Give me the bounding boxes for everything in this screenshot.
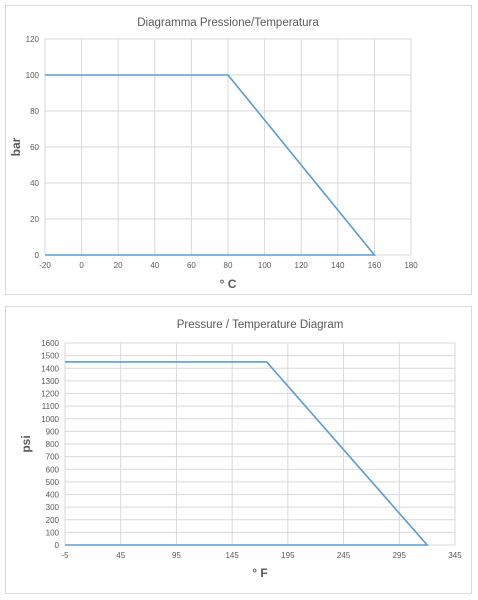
y-tick-label: 80	[30, 107, 39, 116]
y-tick-label: 400	[46, 491, 60, 500]
x-tick-label: 140	[331, 261, 345, 270]
y-tick-label: 800	[46, 440, 60, 449]
y-tick-label: 40	[30, 179, 39, 188]
chart-fahrenheit: Pressure / Temperature Diagram ° F psi 0…	[19, 319, 462, 580]
x-tick-label: 45	[116, 551, 125, 560]
x-tick-label: -5	[61, 551, 69, 560]
y-tick-label: 100	[26, 71, 40, 80]
y-tick-label: 120	[26, 35, 40, 44]
chart-panel-celsius: Diagramma Pressione/Temperatura ° C bar …	[5, 5, 472, 295]
x-tick-label: 100	[258, 261, 272, 270]
y-tick-label: 0	[55, 541, 60, 550]
y-tick-label: 1000	[41, 415, 59, 424]
chart-celsius: Diagramma Pressione/Temperatura ° C bar …	[9, 17, 418, 291]
y-tick-label: 900	[46, 427, 60, 436]
x-tick-label: 195	[281, 551, 295, 560]
y-tick-label: 100	[46, 528, 60, 537]
y-tick-label: 20	[30, 215, 39, 224]
gridlines	[44, 38, 412, 256]
x-tick-label: 160	[368, 261, 382, 270]
x-tick-label: 145	[225, 551, 239, 560]
y-tick-label: 300	[46, 503, 60, 512]
series-line	[45, 74, 377, 256]
x-tick-label: 95	[172, 551, 181, 560]
y-tick-label: 1600	[41, 339, 59, 348]
y-tick-label: 1500	[41, 352, 59, 361]
y-tick-label: 1100	[42, 402, 60, 411]
y-tick-label: 0	[35, 251, 40, 260]
series-line	[65, 361, 429, 546]
chart-title: Pressure / Temperature Diagram	[177, 319, 344, 331]
y-tick-label: 500	[46, 478, 60, 487]
x-tick-label: 20	[114, 261, 123, 270]
chart-panel-fahrenheit: Pressure / Temperature Diagram ° F psi 0…	[5, 306, 472, 594]
y-axis-label: psi	[19, 435, 33, 452]
x-tick-label: 40	[150, 261, 159, 270]
y-tick-label: 600	[46, 465, 60, 474]
y-tick-label: 1400	[41, 364, 59, 373]
y-tick-label: 60	[30, 143, 39, 152]
gridlines	[64, 342, 456, 546]
x-tick-label: 180	[404, 261, 418, 270]
y-axis-label: bar	[9, 137, 23, 156]
x-axis-label: ° C	[220, 277, 237, 291]
x-tick-label: 60	[187, 261, 196, 270]
y-tick-label: 1200	[41, 390, 59, 399]
x-tick-label: 120	[295, 261, 309, 270]
y-tick-label: 1300	[41, 377, 59, 386]
x-tick-label: 295	[393, 551, 407, 560]
y-tick-label: 200	[46, 516, 60, 525]
chart-title: Diagramma Pressione/Temperatura	[137, 17, 319, 29]
x-axis-label: ° F	[252, 566, 267, 580]
x-tick-label: 0	[79, 261, 84, 270]
y-tick-label: 700	[46, 453, 60, 462]
x-tick-label: 80	[224, 261, 233, 270]
x-tick-label: 245	[337, 551, 351, 560]
x-tick-label: -20	[39, 261, 51, 270]
x-tick-label: 345	[448, 551, 462, 560]
